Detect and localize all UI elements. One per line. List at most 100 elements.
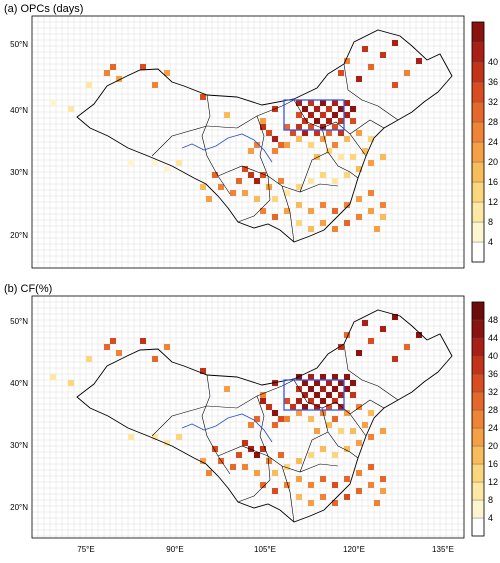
- data-cell: [344, 220, 350, 226]
- data-cell: [206, 470, 212, 476]
- data-cell: [302, 392, 308, 398]
- data-cell: [380, 52, 386, 58]
- data-cell: [320, 136, 326, 142]
- data-cell: [368, 410, 374, 416]
- data-cell: [242, 166, 248, 172]
- data-cell: [344, 58, 350, 64]
- colorbar-segment: [471, 221, 485, 243]
- province-boundary: [299, 431, 329, 473]
- data-cell: [380, 214, 386, 220]
- data-cell: [272, 148, 278, 154]
- data-cell: [266, 404, 272, 410]
- data-cell: [380, 154, 386, 160]
- data-cell: [380, 488, 386, 494]
- data-cell: [254, 416, 260, 422]
- colorbar-tick-label: 12: [488, 477, 498, 487]
- data-cell: [236, 178, 242, 184]
- data-cell: [344, 476, 350, 482]
- data-cell: [272, 470, 278, 476]
- colorbar-tick-label: 24: [488, 137, 498, 147]
- data-cell: [284, 142, 290, 148]
- data-cell: [254, 470, 260, 476]
- data-cell: [344, 172, 350, 178]
- data-cell: [320, 202, 326, 208]
- province-boundary: [343, 343, 399, 401]
- data-cell: [272, 196, 278, 202]
- data-cell: [356, 76, 362, 82]
- data-cell: [350, 106, 356, 112]
- panel-b-lat-labels: 50°N 40°N 30°N 20°N: [10, 317, 28, 512]
- data-cell: [350, 428, 356, 434]
- data-cell: [224, 386, 230, 392]
- data-cell: [164, 166, 170, 172]
- colorbar-segment: [471, 21, 485, 43]
- data-cell: [314, 404, 320, 410]
- lat-label: 40°N: [10, 106, 28, 115]
- data-cell: [140, 64, 146, 70]
- data-cell: [326, 380, 332, 386]
- study-region-box: [283, 99, 345, 131]
- data-cell: [254, 178, 260, 184]
- data-cell: [332, 112, 338, 118]
- data-cell: [296, 494, 302, 500]
- data-cell: [296, 410, 302, 416]
- colorbar-tick-label: 12: [488, 197, 498, 207]
- colorbar-tick-label: 4: [488, 237, 493, 247]
- data-cell: [314, 392, 320, 398]
- colorbar-segment: [471, 355, 485, 375]
- data-cell: [278, 178, 284, 184]
- colorbar-segment: [471, 337, 485, 357]
- data-cell: [332, 124, 338, 130]
- data-cell: [314, 380, 320, 386]
- data-cell: [338, 70, 344, 76]
- data-cell: [332, 386, 338, 392]
- data-cell: [344, 386, 350, 392]
- colorbar-tick-label: 28: [488, 405, 498, 415]
- data-cell: [320, 476, 326, 482]
- lat-label: 30°N: [10, 168, 28, 177]
- data-cell: [320, 220, 326, 226]
- data-cell: [362, 46, 368, 52]
- data-cell: [272, 422, 278, 428]
- data-cell: [224, 112, 230, 118]
- data-cell: [218, 184, 224, 190]
- data-cell: [338, 106, 344, 112]
- lon-label: 120°E: [343, 545, 365, 554]
- colorbar-tick-label: 40: [488, 351, 498, 361]
- data-cell: [284, 124, 290, 130]
- data-cell: [152, 82, 158, 88]
- lat-label: 50°N: [10, 40, 28, 49]
- province-boundary: [237, 175, 271, 223]
- colorbar-segment: [471, 427, 485, 447]
- panel-a-title: (a) OPCs (days): [4, 3, 83, 15]
- data-cell: [350, 380, 356, 386]
- data-cell: [308, 398, 314, 404]
- data-cell: [296, 458, 302, 464]
- data-cell: [362, 320, 368, 326]
- data-cell: [338, 130, 344, 136]
- data-cell: [308, 178, 314, 184]
- data-cell: [200, 94, 206, 100]
- province-boundary: [201, 94, 231, 195]
- data-cell: [374, 226, 380, 232]
- data-cell: [308, 208, 314, 214]
- data-cell: [320, 398, 326, 404]
- lat-label: 40°N: [10, 379, 28, 388]
- data-cell: [380, 326, 386, 332]
- panel-b-lon-labels: 75°E 90°E 105°E 120°E 135°E: [77, 545, 454, 554]
- data-cell: [362, 422, 368, 428]
- data-cell: [338, 404, 344, 410]
- data-cell: [380, 202, 386, 208]
- data-cell: [320, 386, 326, 392]
- data-cell: [296, 202, 302, 208]
- lat-label: 20°N: [10, 231, 28, 240]
- data-cell: [296, 136, 302, 142]
- river-line: [181, 413, 273, 443]
- lat-label: 20°N: [10, 503, 28, 512]
- data-cell: [392, 356, 398, 362]
- data-cell: [302, 130, 308, 136]
- colorbar-segment: [471, 301, 485, 321]
- data-cell: [266, 458, 272, 464]
- data-cell: [308, 226, 314, 232]
- province-boundary: [321, 127, 359, 179]
